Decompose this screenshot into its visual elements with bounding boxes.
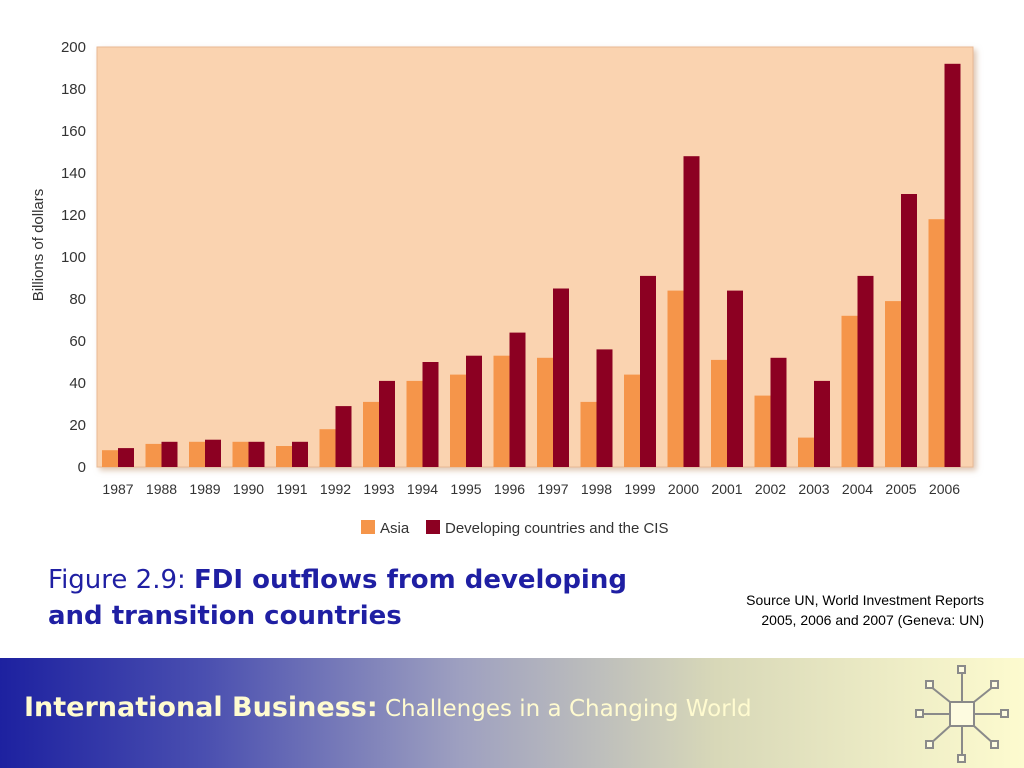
x-tick-label: 1991 — [276, 481, 307, 497]
bar-asia — [319, 429, 336, 467]
source-note: Source UN, World Investment Reports 2005… — [624, 590, 984, 630]
bar-asia — [841, 315, 858, 467]
bar-developing-cis — [944, 63, 961, 468]
bar-developing-cis — [727, 290, 743, 467]
legend-swatch — [361, 520, 375, 534]
bar-asia — [885, 301, 901, 467]
x-tick-label: 1996 — [494, 481, 525, 497]
footer-banner: International Business: Challenges in a … — [0, 658, 1024, 768]
x-tick-label: 1994 — [407, 481, 438, 497]
figure-caption: Figure 2.9: FDI outflows from developing… — [48, 562, 648, 634]
y-tick-label: 180 — [61, 81, 86, 98]
y-axis-label: Billions of dollars — [30, 189, 47, 302]
x-tick-label: 2003 — [798, 481, 829, 497]
y-tick-label: 0 — [78, 459, 86, 476]
bar-developing-cis — [161, 441, 178, 467]
caption-lead: Figure 2.9: — [48, 565, 195, 595]
bar-asia — [667, 290, 684, 467]
x-tick-label: 2002 — [755, 481, 786, 497]
bar-developing-cis — [640, 275, 656, 467]
bar-asia — [406, 380, 423, 467]
bar-developing-cis — [379, 380, 395, 467]
bar-developing-cis — [857, 275, 874, 467]
y-tick-label: 20 — [69, 417, 86, 434]
x-tick-label: 1993 — [363, 481, 394, 497]
network-node-icon — [915, 665, 1009, 763]
bar-asia — [580, 401, 597, 467]
bar-developing-cis — [770, 357, 787, 467]
y-tick-label: 80 — [69, 291, 86, 308]
x-tick-label: 1992 — [320, 481, 351, 497]
x-tick-label: 1987 — [102, 481, 133, 497]
caption-title: FDI outflows from developing and transit… — [48, 565, 627, 631]
bar-asia — [145, 443, 162, 467]
bar-developing-cis — [422, 362, 439, 467]
bar-asia — [493, 355, 510, 467]
bar-asia — [276, 446, 292, 467]
bar-developing-cis — [596, 349, 613, 467]
bar-asia — [102, 450, 118, 467]
source-line-2: 2005, 2006 and 2007 (Geneva: UN) — [761, 612, 984, 628]
bar-asia — [232, 441, 249, 467]
bar-asia — [798, 437, 814, 467]
bar-asia — [363, 401, 379, 467]
book-title: International Business — [24, 692, 367, 723]
legend: Asia Developing countries and the CIS — [361, 520, 668, 537]
bar-asia — [711, 359, 727, 467]
x-tick-label: 1999 — [624, 481, 655, 497]
bar-developing-cis — [118, 448, 134, 467]
bar-asia — [189, 441, 205, 467]
bar-developing-cis — [901, 194, 917, 467]
bar-asia — [537, 357, 553, 467]
bar-developing-cis — [509, 332, 526, 467]
y-tick-label: 120 — [61, 207, 86, 224]
bar-asia — [754, 395, 771, 467]
x-tick-label: 1990 — [233, 481, 264, 497]
bar-developing-cis — [248, 441, 265, 467]
bar-asia — [928, 219, 945, 467]
title-separator: : — [366, 692, 378, 723]
fdi-bar-chart: 0 20 40 60 80 100 120 140 160 180 200 1987 1988 1989… — [30, 39, 974, 537]
bar-developing-cis — [814, 380, 830, 467]
bar-developing-cis — [466, 355, 482, 467]
bar-developing-cis — [335, 406, 352, 467]
y-tick-label: 60 — [69, 333, 86, 350]
bar-asia — [450, 374, 466, 467]
bar-developing-cis — [205, 439, 221, 467]
legend-swatch — [426, 520, 440, 534]
bar-asia — [624, 374, 640, 467]
y-tick-label: 160 — [61, 123, 86, 140]
source-line-1: Source UN, World Investment Reports — [746, 592, 984, 608]
bar-developing-cis — [683, 156, 700, 467]
x-tick-label: 1997 — [537, 481, 568, 497]
y-tick-label: 200 — [61, 39, 86, 56]
x-tick-label: 2004 — [842, 481, 873, 497]
y-tick-label: 40 — [69, 375, 86, 392]
x-tick-label: 1989 — [189, 481, 220, 497]
x-tick-label: 2001 — [711, 481, 742, 497]
book-subtitle: Challenges in a Changing World — [377, 696, 752, 722]
y-tick-label: 140 — [61, 165, 86, 182]
x-tick-label: 1998 — [581, 481, 612, 497]
bar-developing-cis — [292, 441, 308, 467]
legend-label: Asia — [380, 520, 410, 537]
legend-label: Developing countries and the CIS — [445, 520, 668, 537]
y-tick-label: 100 — [61, 249, 86, 266]
footer-title: International Business: Challenges in a … — [24, 692, 752, 723]
x-tick-label: 1988 — [146, 481, 177, 497]
x-tick-label: 2000 — [668, 481, 699, 497]
bar-developing-cis — [553, 288, 569, 467]
x-tick-label: 1995 — [450, 481, 481, 497]
x-tick-label: 2005 — [885, 481, 916, 497]
x-tick-label: 2006 — [929, 481, 960, 497]
